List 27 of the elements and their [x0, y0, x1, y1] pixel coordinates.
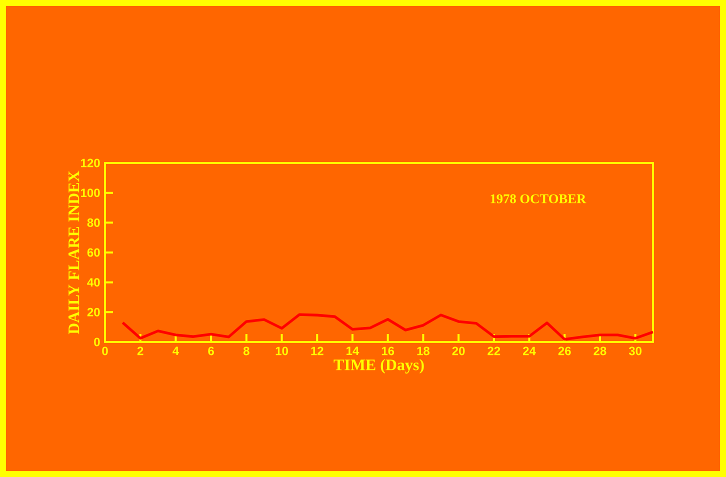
y-tick-label: 0	[94, 338, 100, 346]
x-tick-label: 24	[523, 346, 536, 356]
x-tick-label: 14	[346, 346, 360, 355]
y-tick-label: 80	[87, 218, 100, 227]
x-tick-label: 22	[488, 346, 500, 356]
x-tick-label: 16	[382, 346, 394, 356]
y-tick-label: 120	[81, 158, 100, 168]
y-tick-label: 60	[87, 248, 100, 257]
x-tick-label: 28	[594, 346, 606, 356]
x-tick-label: 10	[276, 346, 288, 356]
x-tick-label: 8	[243, 346, 250, 356]
annotation: 1978 OCTOBER	[490, 194, 586, 204]
x-tick-label: 6	[208, 346, 214, 356]
x-tick-label: 2	[137, 346, 144, 356]
x-tick-label: 12	[311, 346, 324, 356]
y-axis-title: DAILY FLARE INDEX	[68, 170, 80, 334]
x-tick-label: 4	[172, 346, 179, 355]
x-tick-label: 30	[628, 346, 642, 356]
x-tick-label: 26	[558, 346, 571, 356]
y-tick-label: 40	[87, 278, 100, 287]
x-tick-label: 18	[417, 346, 430, 356]
line-series	[121, 313, 654, 341]
y-tick-label: 100	[81, 188, 100, 198]
x-axis-title: TIME (Days)	[334, 359, 424, 374]
y-tick-label: 20	[87, 308, 100, 316]
x-tick-label: 0	[102, 346, 108, 356]
x-tick-label: 20	[452, 346, 465, 356]
